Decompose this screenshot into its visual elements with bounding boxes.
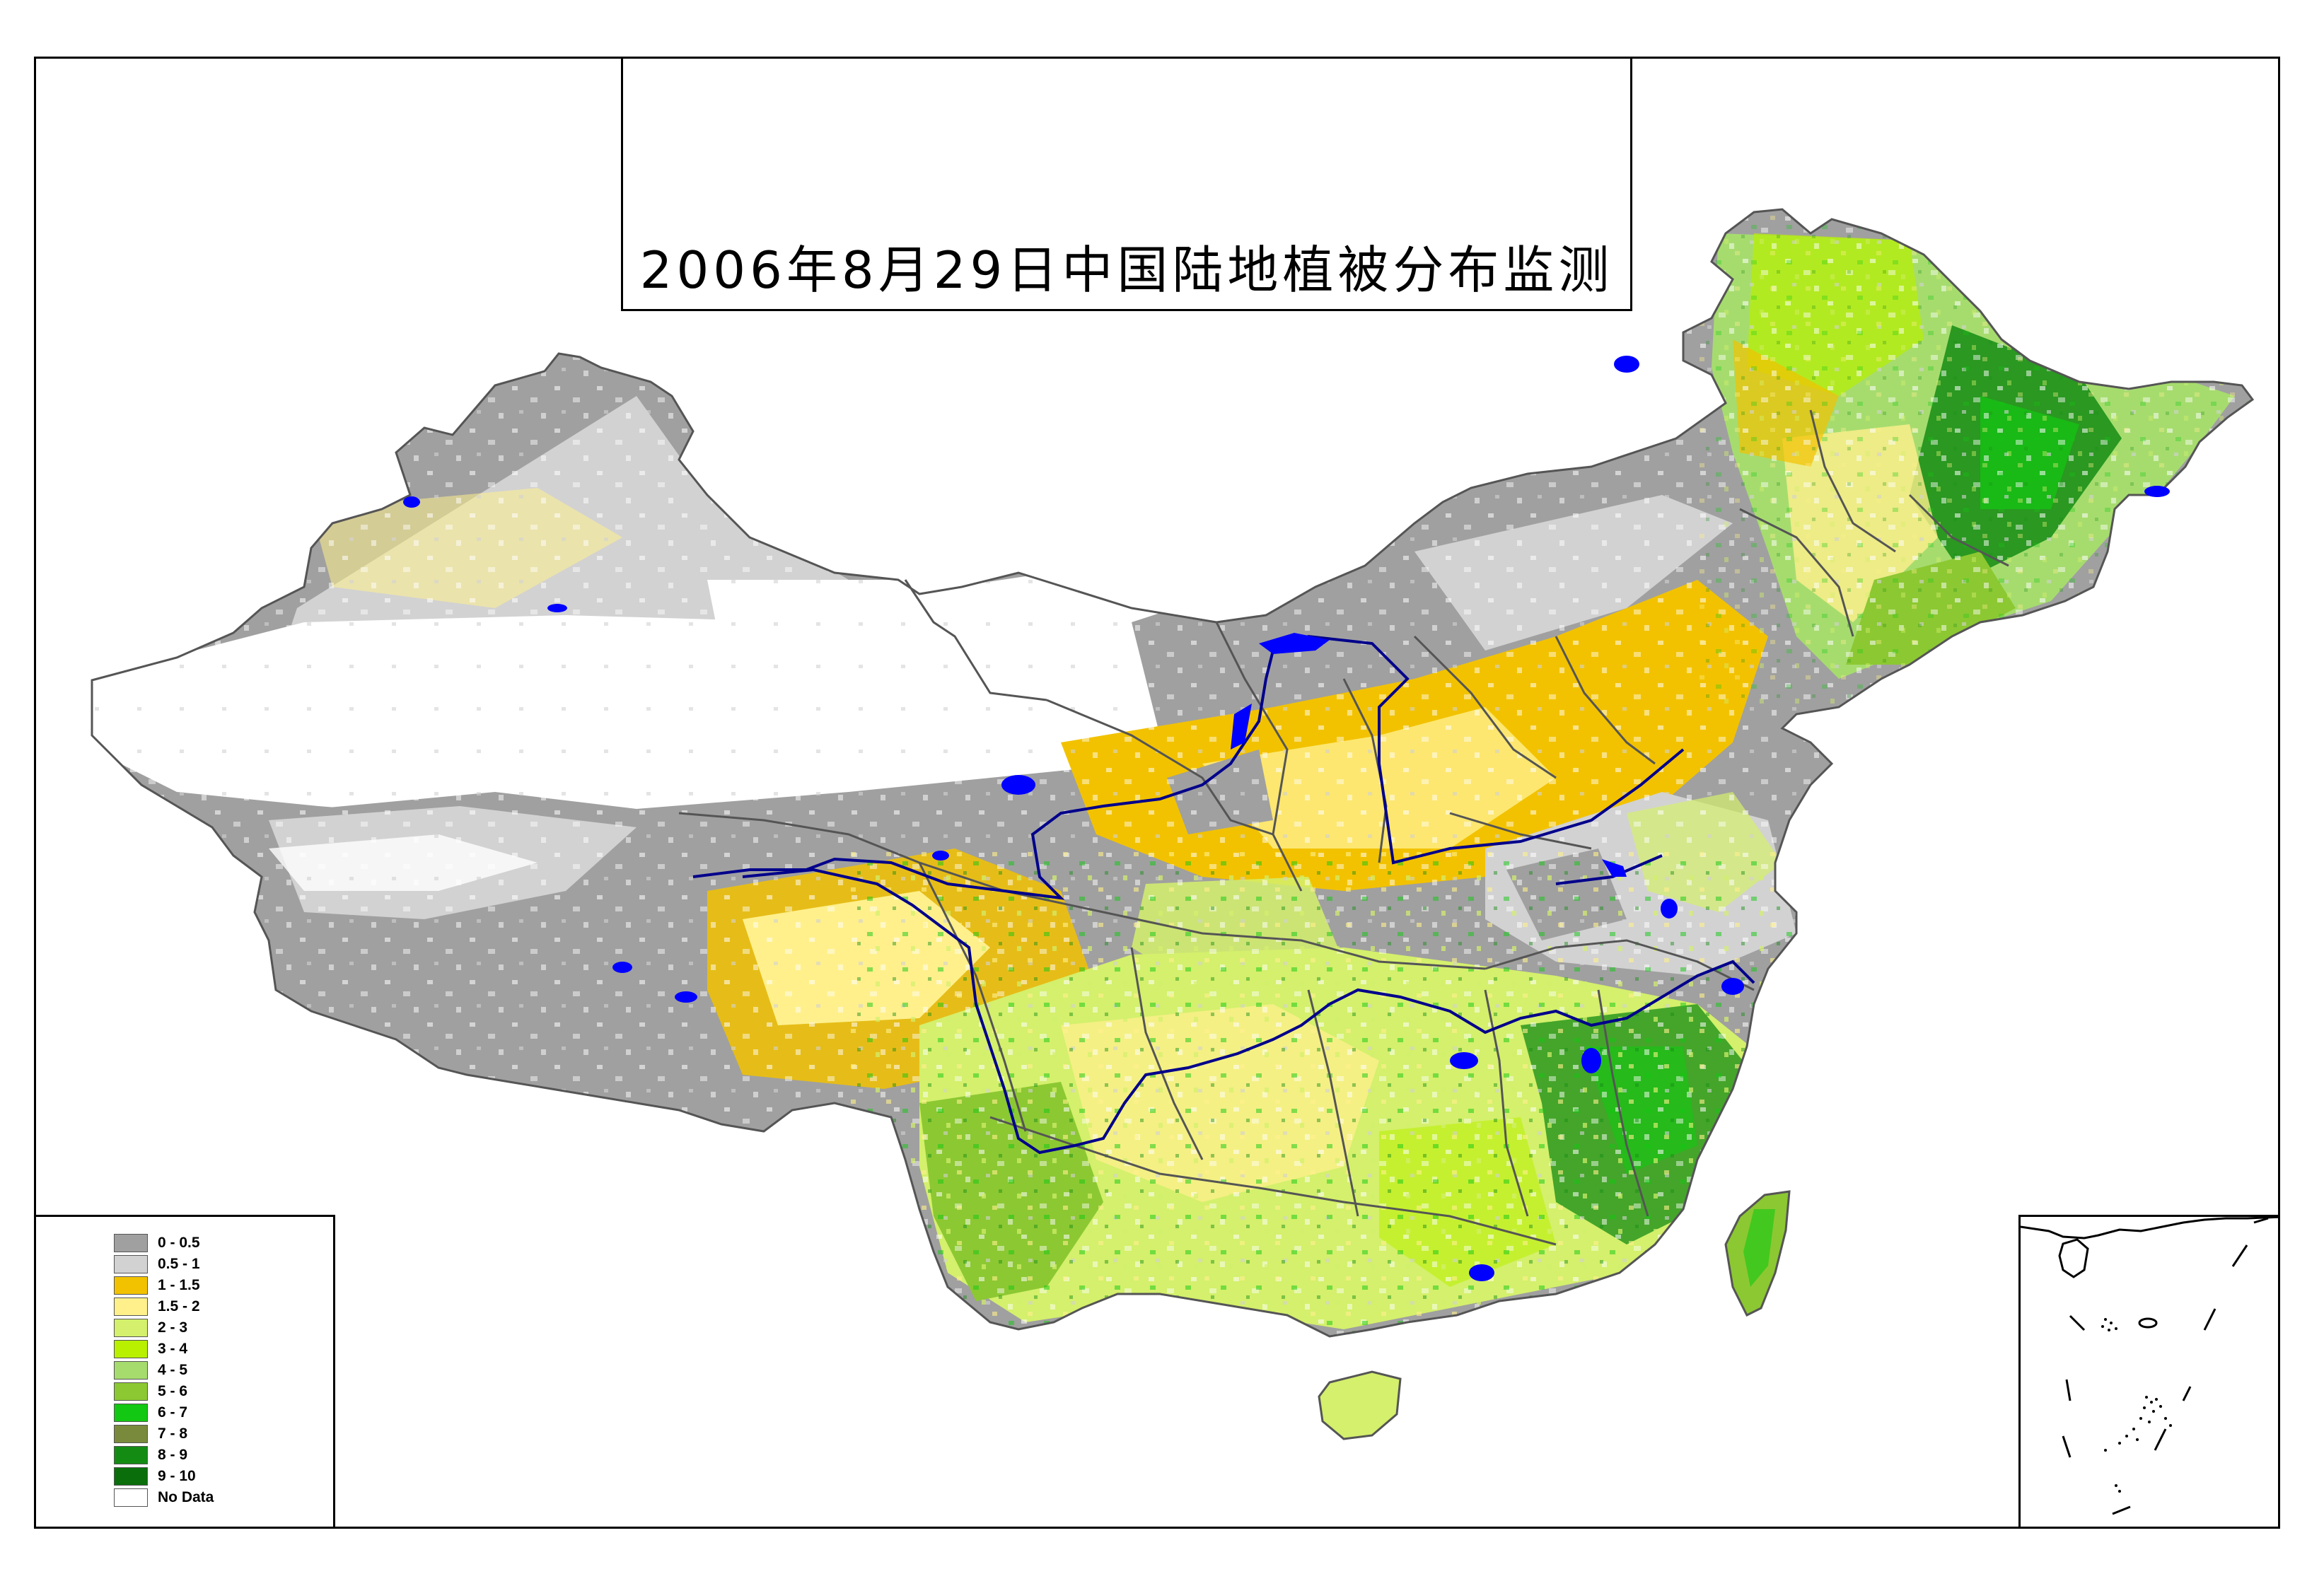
legend-label: 1 - 1.5 xyxy=(158,1277,200,1293)
inset-boundary-4 xyxy=(2182,1386,2192,1401)
legend-swatch xyxy=(114,1488,148,1507)
inset-map xyxy=(2021,1217,2278,1515)
inset-hainan xyxy=(2058,1238,2089,1278)
legend-item: 0 - 0.5 xyxy=(114,1232,200,1254)
taiwan-vegetation xyxy=(1743,1209,1775,1287)
province-boundaries xyxy=(91,208,2254,1338)
legend-swatch xyxy=(114,1234,148,1252)
lake-xingkai xyxy=(2144,486,2170,497)
legend-swatch xyxy=(114,1404,148,1422)
lake-ngoring xyxy=(932,851,949,861)
hainan-island xyxy=(1318,1370,1402,1440)
inset-boundary-7 xyxy=(2062,1435,2072,1458)
lake-gaoyou xyxy=(1661,899,1678,919)
yangtze-river xyxy=(742,868,1755,1155)
legend-item: 2 - 3 xyxy=(114,1317,187,1339)
inset-island-dongsha xyxy=(2138,1317,2158,1329)
legend-swatch xyxy=(114,1298,148,1316)
legend-label: 0.5 - 1 xyxy=(158,1256,200,1272)
legend: 0 - 0.5 0.5 - 1 1 - 1.5 1.5 - 2 2 - 3 3 - 4 4 … xyxy=(34,1215,335,1529)
legend-swatch xyxy=(114,1276,148,1295)
legend-item: 6 - 7 xyxy=(114,1402,187,1423)
south-china-sea-inset xyxy=(2018,1215,2280,1529)
legend-item: 9 - 10 xyxy=(114,1466,196,1487)
inset-boundary-3 xyxy=(2203,1308,2216,1331)
islands xyxy=(1318,1190,1791,1440)
legend-label: 6 - 7 xyxy=(158,1404,188,1421)
legend-swatch xyxy=(114,1361,148,1380)
inset-boundary-6 xyxy=(2112,1505,2131,1515)
legend-label: 4 - 5 xyxy=(158,1362,188,1378)
lake-bosten xyxy=(547,604,567,612)
legend-swatch xyxy=(114,1340,148,1358)
lake-ulansuhai xyxy=(1231,704,1252,750)
lake-south xyxy=(1469,1264,1494,1281)
inset-boundary-9 xyxy=(2069,1314,2086,1331)
legend-label: 3 - 4 xyxy=(158,1341,188,1357)
legend-item: 4 - 5 xyxy=(114,1360,187,1381)
inset-boundary-8 xyxy=(2065,1379,2072,1401)
legend-item: 8 - 9 xyxy=(114,1445,187,1466)
lake-wuliangsuhai xyxy=(1259,633,1330,654)
legend-label: No Data xyxy=(158,1489,214,1505)
map-title: 2006年8月29日中国陆地植被分布监测 xyxy=(639,240,1614,300)
lake-tibet-1 xyxy=(612,962,632,973)
inset-boundary-1 xyxy=(2253,1217,2269,1224)
inset-boundary-2 xyxy=(2231,1244,2248,1267)
legend-item: 0.5 - 1 xyxy=(114,1254,200,1275)
lake-ulungur xyxy=(403,496,420,508)
inset-coastline xyxy=(2021,1217,2278,1240)
legend-label: 0 - 0.5 xyxy=(158,1235,200,1251)
lake-tibet-2 xyxy=(675,991,697,1003)
lakes xyxy=(403,356,2170,1281)
legend-label: 8 - 9 xyxy=(158,1447,188,1463)
legend-label: 1.5 - 2 xyxy=(158,1298,200,1314)
legend-item: No Data xyxy=(114,1487,214,1508)
legend-swatch xyxy=(114,1446,148,1464)
lake-hongze xyxy=(1602,859,1627,877)
legend-swatch xyxy=(114,1319,148,1337)
lake-poyang xyxy=(1581,1048,1601,1073)
inset-islands xyxy=(2101,1318,2172,1493)
legend-item: 7 - 8 xyxy=(114,1423,187,1445)
title-box: 2006年8月29日中国陆地植被分布监测 xyxy=(621,57,1632,311)
legend-swatch xyxy=(114,1382,148,1401)
legend-item: 1 - 1.5 xyxy=(114,1275,200,1296)
legend-item: 5 - 6 xyxy=(114,1381,187,1402)
lake-taihu xyxy=(1721,978,1744,995)
legend-item: 1.5 - 2 xyxy=(114,1296,200,1317)
lake-hulun xyxy=(1614,356,1639,373)
inset-boundary-5 xyxy=(2154,1428,2167,1451)
legend-swatch xyxy=(114,1255,148,1273)
legend-label: 9 - 10 xyxy=(158,1468,196,1484)
legend-label: 7 - 8 xyxy=(158,1425,188,1442)
legend-item: 3 - 4 xyxy=(114,1339,187,1360)
legend-label: 2 - 3 xyxy=(158,1319,188,1336)
legend-swatch xyxy=(114,1425,148,1443)
legend-label: 5 - 6 xyxy=(158,1383,188,1399)
legend-swatch xyxy=(114,1467,148,1486)
lake-dongting xyxy=(1450,1052,1478,1069)
lake-qinghai xyxy=(1001,775,1035,795)
